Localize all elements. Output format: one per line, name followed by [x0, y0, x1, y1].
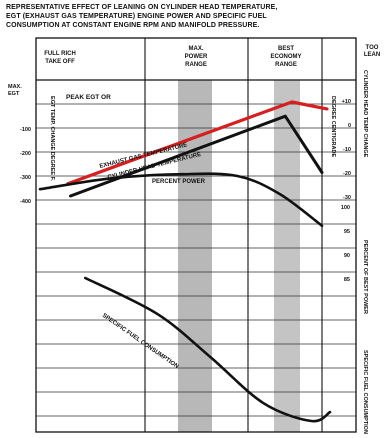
right-temp-tick-label: -20	[343, 171, 351, 177]
sfc-curve	[84, 276, 332, 423]
header-full-rich-label: TAKE OFF	[45, 59, 75, 65]
right-temp-tick-label: 0	[348, 123, 351, 129]
left-axis-tick-label: -200	[20, 151, 31, 157]
side-label-cht: CYLINDER HEAD TEMP CHANGE	[362, 70, 368, 158]
header-too-lean-label: LEAN	[364, 52, 380, 58]
header-best-economy-label: RANGE	[275, 62, 297, 68]
max-egt-label: EGT	[8, 91, 20, 97]
right-power-tick-label: 95	[344, 229, 350, 235]
best-economy-band	[274, 80, 300, 432]
peak-egt-label: PEAK EGT OR	[66, 94, 111, 101]
caption-line-3: CONSUMPTION AT CONSTANT ENGINE RPM AND M…	[6, 22, 260, 29]
power-curve	[38, 172, 324, 228]
header-max-power-label: MAX.	[189, 46, 204, 52]
right-power-tick-label: 90	[344, 253, 350, 259]
side-label-fuel: SPECIFIC FUEL CONSUMPTION	[362, 350, 368, 434]
header-full-rich-label: FULL RICH	[44, 51, 76, 57]
header-best-economy-label: ECONOMY	[270, 54, 301, 60]
plot-frame	[35, 37, 357, 433]
right-temp-tick-label: -10	[343, 147, 351, 153]
caption-line-2: EGT (EXHAUST GAS TEMPERATURE) ENGINE POW…	[6, 13, 267, 20]
left-axis-title: EGT TEMP. CHANGE DEGREE F.	[49, 96, 55, 181]
header-max-power-label: POWER	[185, 54, 208, 60]
egt-curve	[66, 100, 329, 186]
left-axis-tick-label: -100	[20, 127, 31, 133]
right-temp-tick-label: -30	[343, 195, 351, 201]
right-power-tick-label: 100	[341, 205, 350, 211]
max-egt-label: MAX.	[8, 84, 22, 90]
left-axis-tick-label: -400	[20, 199, 31, 205]
left-axis-tick-label: -300	[20, 175, 31, 181]
header-max-power-label: RANGE	[185, 62, 207, 68]
caption-line-1: REPRESENTATIVE EFFECT OF LEANING ON CYLI…	[6, 4, 278, 11]
right-temp-tick-label: +10	[342, 99, 351, 105]
header-best-economy-label: BEST	[278, 46, 294, 52]
right-power-tick-label: 85	[344, 277, 350, 283]
header-too-lean-label: TOO	[366, 45, 379, 51]
side-label-power: PERCENT OF BEST POWER	[362, 240, 368, 314]
cht-curve	[69, 114, 324, 198]
power-curve-label: PERCENT POWER	[152, 179, 206, 185]
right-temp-axis-title: DEGREE CENTIGRADE	[330, 96, 336, 157]
